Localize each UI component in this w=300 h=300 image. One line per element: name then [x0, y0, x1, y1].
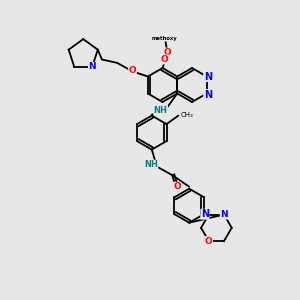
- Text: NH: NH: [144, 160, 158, 169]
- Text: N: N: [204, 71, 212, 82]
- Text: N: N: [201, 209, 209, 219]
- Text: N: N: [204, 89, 212, 100]
- Text: O: O: [173, 182, 181, 191]
- Text: O: O: [129, 66, 136, 75]
- Text: O: O: [205, 237, 213, 246]
- Text: O: O: [164, 48, 171, 57]
- Text: O: O: [161, 55, 168, 64]
- Text: N: N: [220, 210, 228, 219]
- Text: NH: NH: [154, 106, 168, 115]
- Text: methoxy: methoxy: [152, 36, 177, 41]
- Text: N: N: [88, 62, 96, 71]
- Text: CH₃: CH₃: [180, 112, 193, 118]
